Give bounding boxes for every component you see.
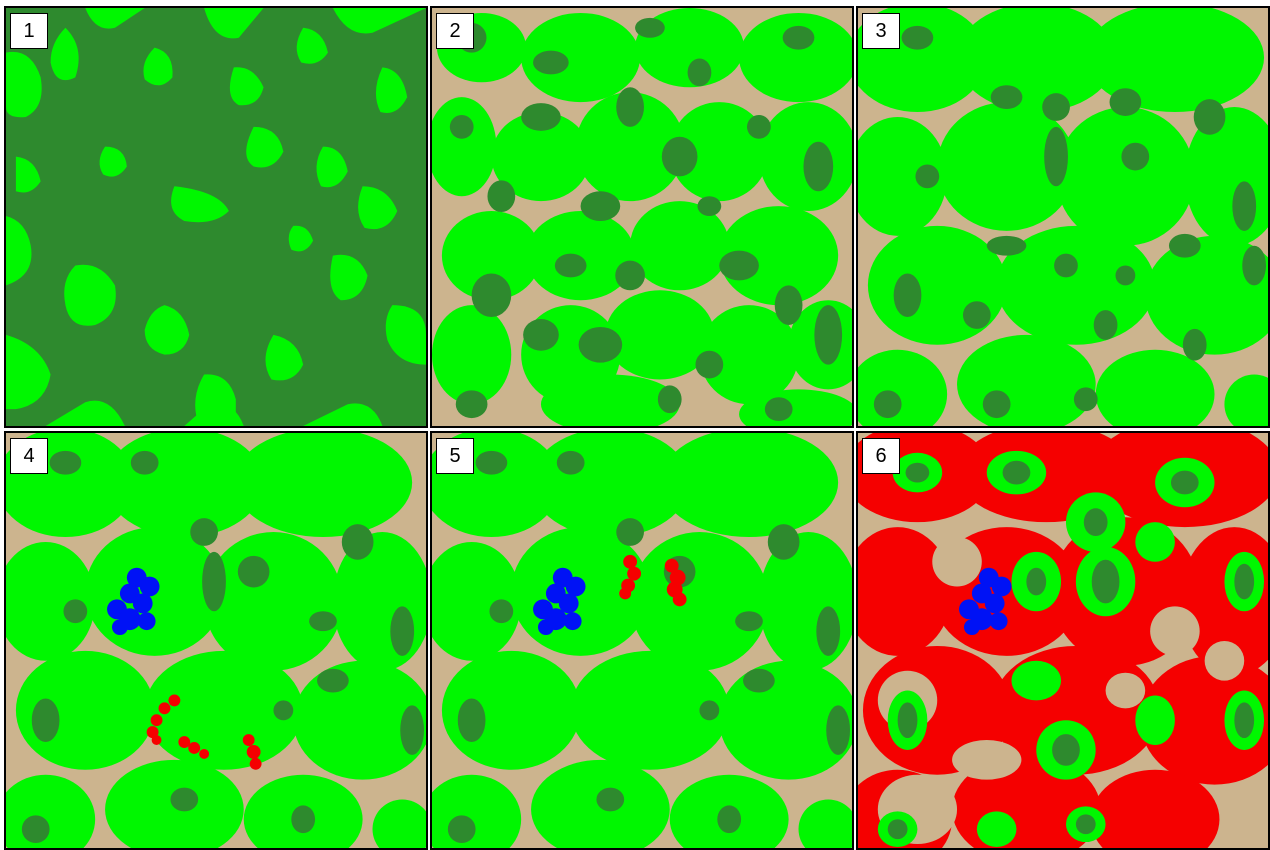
map-3 <box>858 8 1268 426</box>
red-clusters <box>146 694 262 770</box>
panel-5: 5 <box>430 431 854 850</box>
dark-green-cores <box>873 25 1267 419</box>
red-clusters <box>619 554 687 607</box>
panel-4: 4 <box>4 431 428 850</box>
panel-label: 3 <box>862 13 900 49</box>
panel-6: 6 <box>856 431 1270 850</box>
light-green-gaps <box>6 27 426 426</box>
light-green-buffers <box>6 433 426 848</box>
dark-green-cores <box>449 17 843 422</box>
panel-label: 2 <box>436 13 474 49</box>
dark-green-cores <box>21 450 425 844</box>
dark-green-cores <box>887 460 1255 840</box>
map-4 <box>6 433 426 848</box>
panel-label: 6 <box>862 438 900 474</box>
panel-2: 2 <box>430 6 854 428</box>
map-2 <box>432 8 852 426</box>
map-5 <box>432 433 852 848</box>
panel-label: 1 <box>10 13 48 49</box>
panel-1: 1 <box>4 6 428 428</box>
blue-cluster <box>107 567 160 636</box>
panel-label: 4 <box>10 438 48 474</box>
map-6 <box>858 433 1268 848</box>
map-1 <box>6 8 426 426</box>
panel-label: 5 <box>436 438 474 474</box>
panel-3: 3 <box>856 6 1270 428</box>
blue-cluster <box>533 567 586 636</box>
blue-cluster <box>959 567 1012 636</box>
